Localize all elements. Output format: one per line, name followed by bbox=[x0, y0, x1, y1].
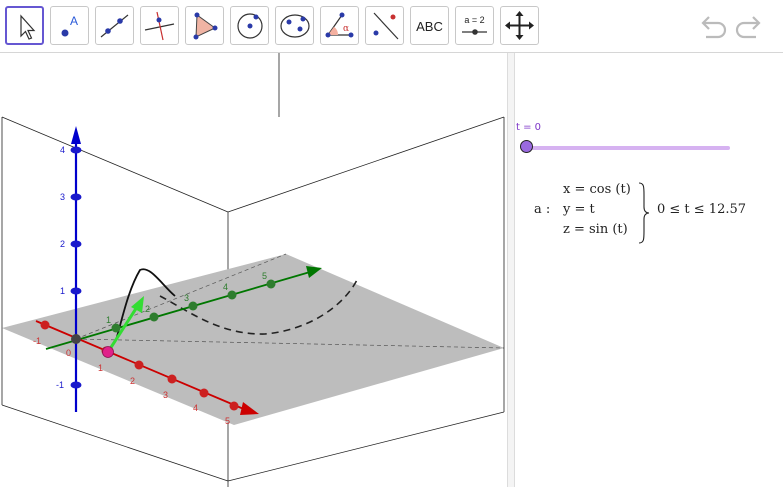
z-tick-label: 1 bbox=[60, 286, 65, 296]
slider-track[interactable] bbox=[527, 146, 730, 150]
angle-tool-label: α bbox=[343, 24, 349, 34]
x-tick-label: 3 bbox=[163, 390, 168, 400]
reflect-tool[interactable] bbox=[365, 6, 404, 45]
circle-tool[interactable] bbox=[230, 6, 269, 45]
circle-center-point-icon bbox=[237, 13, 263, 39]
curve-name: a : bbox=[534, 202, 551, 217]
x-axis: -1 0 1 2 3 4 5 bbox=[33, 320, 259, 426]
curve-point[interactable] bbox=[102, 346, 114, 358]
redo-icon[interactable] bbox=[735, 12, 765, 42]
y-tick-label: 1 bbox=[106, 315, 111, 325]
line-through-points-icon bbox=[100, 14, 129, 38]
algebra-view: t = 0 a : x = cos (t) y = t z = sin (t) … bbox=[515, 53, 783, 487]
ellipse-icon bbox=[280, 14, 310, 38]
slider-tool[interactable]: a = 2 bbox=[455, 6, 494, 45]
z-axis-ticks bbox=[70, 146, 82, 389]
z-tick-label: 2 bbox=[60, 239, 65, 249]
x-tick-label: 4 bbox=[193, 403, 198, 413]
equation-z: z = sin (t) bbox=[563, 222, 628, 237]
text-tool-label: ABC bbox=[416, 19, 443, 34]
y-tick-label: 4 bbox=[223, 282, 228, 292]
slider-label: t = 0 bbox=[516, 122, 542, 133]
text-icon: ABC bbox=[416, 19, 443, 34]
x-tick-label: 1 bbox=[98, 363, 103, 373]
perpendicular-line-icon bbox=[144, 11, 175, 41]
point-tool-label: A bbox=[70, 14, 78, 28]
right-brace bbox=[638, 182, 650, 244]
move-graphics-view-icon bbox=[505, 11, 534, 40]
z-tick-label: 3 bbox=[60, 192, 65, 202]
x-tick-label: 5 bbox=[225, 416, 230, 426]
perpendicular-tool[interactable] bbox=[140, 6, 179, 45]
y-tick-label: 3 bbox=[184, 293, 189, 303]
angle-icon: α bbox=[325, 12, 354, 38]
move-tool[interactable] bbox=[5, 6, 44, 45]
text-tool[interactable]: ABC bbox=[410, 6, 449, 45]
x-tick-label: 0 bbox=[66, 348, 71, 358]
equation-x: x = cos (t) bbox=[563, 182, 631, 197]
graphics-3d-view[interactable]: 1 2 3 4 5 -1 0 1 2 bbox=[0, 53, 507, 487]
scene-3d: 1 2 3 4 5 -1 0 1 2 bbox=[1, 53, 505, 487]
polygon-tool[interactable] bbox=[185, 6, 224, 45]
point-tool[interactable]: A bbox=[50, 6, 89, 45]
bounding-box-front bbox=[1, 53, 505, 482]
z-tick-label: 4 bbox=[60, 145, 65, 155]
panel-divider[interactable] bbox=[507, 53, 515, 487]
equation-y: y = t bbox=[563, 202, 595, 217]
move-view-tool[interactable] bbox=[500, 6, 539, 45]
curve-a-hidden bbox=[159, 277, 359, 335]
z-axis: 4 3 2 1 -1 bbox=[56, 126, 82, 412]
cursor-arrow-icon bbox=[20, 14, 36, 40]
tangent-vector[interactable] bbox=[106, 296, 144, 353]
slider-knob[interactable] bbox=[520, 140, 533, 153]
x-tick-label: 2 bbox=[130, 376, 135, 386]
polygon-icon bbox=[193, 12, 218, 40]
curve-a[interactable] bbox=[115, 268, 176, 341]
reflect-point-line-icon bbox=[373, 12, 399, 40]
point-label-icon: A bbox=[61, 14, 78, 37]
ellipse-tool[interactable] bbox=[275, 6, 314, 45]
undo-icon[interactable] bbox=[697, 12, 727, 42]
line-tool[interactable] bbox=[95, 6, 134, 45]
y-axis: 1 2 3 4 5 bbox=[45, 266, 322, 350]
angle-tool[interactable]: α bbox=[320, 6, 359, 45]
origin-point bbox=[71, 334, 81, 344]
z-tick-label: -1 bbox=[56, 380, 64, 390]
y-axis-ticks bbox=[111, 279, 276, 333]
x-tick-label: -1 bbox=[33, 336, 41, 346]
y-tick-label: 2 bbox=[145, 304, 150, 314]
toolbar: A α ABC a = 2 bbox=[0, 0, 783, 53]
slider-icon: a = 2 bbox=[462, 15, 487, 35]
parameter-domain: 0 ≤ t ≤ 12.57 bbox=[657, 202, 747, 217]
y-tick-label: 5 bbox=[262, 271, 267, 281]
slider-tool-label: a = 2 bbox=[464, 15, 484, 25]
